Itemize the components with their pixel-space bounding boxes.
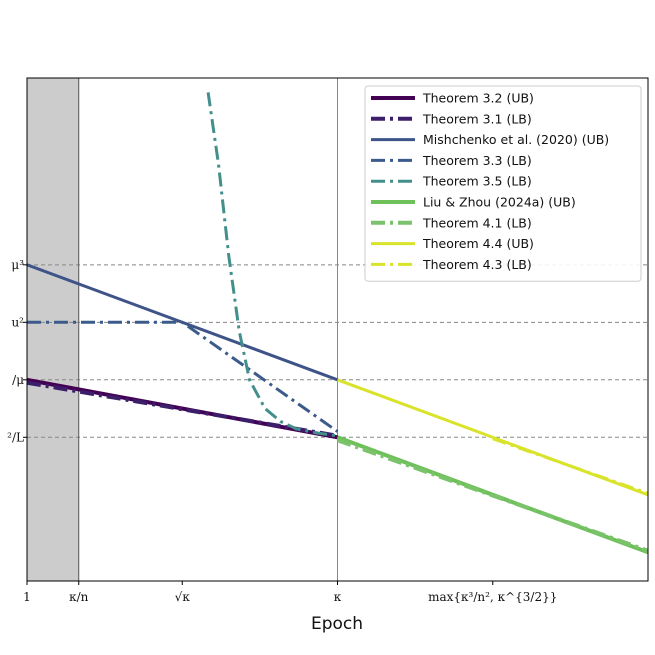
legend-item-theorem-3-3-lb: Theorem 3.3 (LB) [371,153,532,168]
series-lines [27,92,648,555]
legend-item-theorem-3-5-lb: Theorem 3.5 (LB) [371,174,532,189]
legend-label: Theorem 3.2 (UB) [422,91,534,106]
legend-label: Theorem 3.1 (LB) [422,111,532,126]
x-axis-title: Epoch [311,614,363,634]
series-line-theorem-4-1-lb [336,438,648,553]
legend-item-liu-zhou-2024a-ub: Liu & Zhou (2024a) (UB) [371,195,576,210]
y-tick-label: ²/L [7,430,24,444]
x-tick-label: κ/n [69,590,89,604]
legend-label: Theorem 4.1 (LB) [422,215,532,230]
x-axis-ticks: 1 κ/n √κ κ max{κ³/n², κ^{3/2}} [23,581,557,604]
x-tick-label: max{κ³/n², κ^{3/2}} [428,590,557,604]
series-line-theorem-3-5-lb [206,92,338,438]
legend-item-theorem-4-3-lb: Theorem 4.3 (LB) [371,257,532,272]
legend-item-theorem-3-2-ub: Theorem 3.2 (UB) [371,91,534,106]
legend-label: Theorem 3.3 (LB) [422,153,532,168]
y-tick-label: μ³ [11,258,24,272]
x-tick-label: √κ [175,590,191,604]
series-line-theorem-4-3-lb [492,437,648,495]
legend-label: Theorem 4.4 (UB) [422,236,534,251]
legend-label: Mishchenko et al. (2020) (UB) [423,132,609,147]
legend-label: Liu & Zhou (2024a) (UB) [423,195,576,210]
series-line-theorem-3-1-lb [27,380,338,438]
y-tick-label: /μ [12,373,24,387]
legend-item-mishchenko-et-al-2020-ub: Mishchenko et al. (2020) (UB) [371,132,609,147]
legend-item-theorem-4-4-ub: Theorem 4.4 (UB) [371,236,534,251]
x-tick-label: κ [334,590,342,604]
series-line-theorem-3-3-lb [27,320,339,433]
legend-box [364,85,642,282]
y-tick-label: u² [11,315,24,329]
legend-item-theorem-3-1-lb: Theorem 3.1 (LB) [371,111,532,126]
legend-item-theorem-4-1-lb: Theorem 4.1 (LB) [371,215,532,230]
y-axis-ticks: μ³ u²/μ ²/L [7,258,27,444]
x-tick-label: 1 [23,590,31,604]
legend: Theorem 3.2 (UB) Theorem 3.1 (LB) Mishchen… [364,85,642,282]
legend-label: Theorem 3.5 (LB) [422,174,532,189]
shaded-region [27,78,79,581]
legend-label: Theorem 4.3 (LB) [422,257,532,272]
